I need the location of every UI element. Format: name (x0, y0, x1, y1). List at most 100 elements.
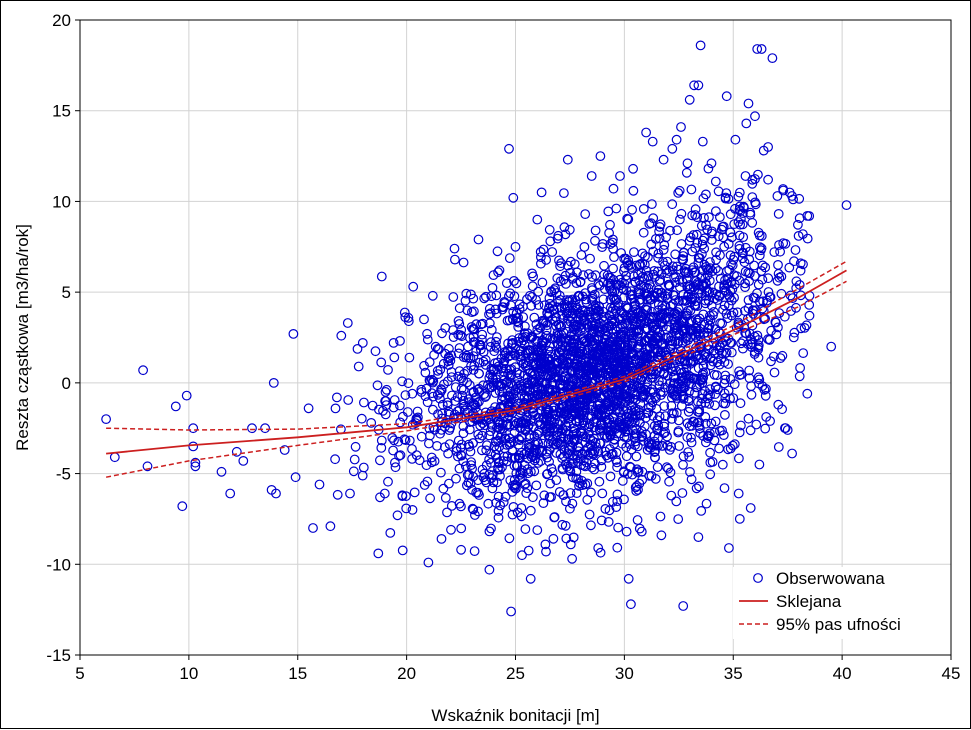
observation-point (188, 441, 199, 452)
observation-point (450, 254, 460, 265)
observation-point (529, 466, 540, 477)
observation-point (619, 494, 629, 505)
observation-point (446, 350, 457, 361)
observation-point (710, 176, 721, 187)
observation-point (460, 295, 471, 306)
observation-point (477, 329, 488, 340)
observation-point (595, 359, 605, 370)
observation-point (659, 401, 670, 412)
observation-point (519, 449, 530, 460)
observation-point (652, 338, 662, 349)
observation-point (395, 450, 406, 461)
observation-point (506, 606, 517, 617)
observation-point (407, 505, 418, 515)
observation-point (615, 280, 626, 291)
observation-point (621, 404, 632, 415)
observation-point (576, 250, 587, 260)
observation-point (753, 335, 764, 345)
observation-point (260, 423, 271, 434)
observation-point (479, 293, 490, 304)
observation-point (587, 291, 598, 302)
observation-point (598, 294, 609, 305)
observation-point (588, 416, 599, 427)
observation-point (703, 323, 714, 334)
observation-point (750, 174, 760, 184)
legend: Obserwowana Sklejana 95% pas ufności (733, 567, 938, 639)
observation-point (719, 300, 730, 311)
observation-point (601, 450, 612, 461)
observation-point (720, 275, 730, 286)
observation-point (659, 240, 670, 250)
observation-point (693, 532, 704, 542)
observation-point (517, 433, 527, 444)
observation-point (568, 305, 579, 316)
observation-point (682, 356, 693, 367)
observation-point (409, 487, 420, 498)
observation-point (712, 357, 723, 368)
observation-point (439, 442, 450, 453)
observation-point (568, 454, 578, 464)
observation-point (636, 350, 646, 361)
observation-point (770, 317, 781, 327)
observation-point (380, 387, 391, 397)
observation-point (478, 347, 489, 357)
observation-point (527, 281, 538, 292)
observation-point (677, 488, 688, 498)
observation-point (461, 288, 472, 299)
observation-point (661, 333, 672, 343)
observation-point (705, 447, 715, 458)
observation-point (446, 524, 456, 535)
observation-point (667, 414, 677, 424)
observation-point (442, 507, 452, 518)
observation-point (525, 333, 536, 344)
observation-point (584, 369, 595, 380)
observation-point (356, 413, 367, 424)
observation-point (514, 299, 525, 310)
observation-point (505, 386, 516, 397)
observation-point (543, 405, 554, 415)
observation-point (430, 341, 441, 352)
observation-point (395, 336, 405, 346)
observation-point (468, 471, 479, 482)
observation-point (495, 381, 506, 392)
observation-point (414, 455, 425, 466)
observation-point (718, 304, 728, 315)
observation-point (841, 200, 852, 211)
observation-point (605, 471, 616, 482)
observation-point (325, 521, 336, 532)
observation-point (609, 417, 619, 427)
observation-point (641, 324, 651, 335)
observation-point (453, 435, 464, 446)
observation-point (586, 171, 597, 181)
confidence-band-lower (105, 280, 847, 478)
observation-point (515, 352, 526, 362)
observation-point (439, 422, 450, 432)
observation-point (741, 118, 752, 129)
observation-point (387, 433, 398, 443)
observation-point (728, 307, 739, 318)
observation-point (798, 229, 808, 240)
observation-point (594, 280, 605, 291)
observation-point (238, 456, 249, 466)
observation-point (608, 355, 619, 366)
observation-point (559, 222, 570, 233)
observation-point (501, 278, 512, 289)
observation-point (585, 253, 595, 264)
observation-point (560, 419, 571, 430)
observation-point (481, 291, 491, 302)
observation-point (693, 258, 704, 268)
observation-point (271, 488, 281, 499)
observation-point (775, 353, 786, 364)
observation-point (654, 233, 665, 244)
observation-point (581, 369, 591, 380)
observation-point (456, 544, 467, 555)
observation-point (625, 290, 636, 301)
observation-point (499, 347, 510, 357)
observation-point (695, 428, 705, 438)
observation-point (404, 352, 415, 363)
observation-point (756, 231, 767, 241)
observation-point (607, 306, 617, 317)
observation-point (559, 371, 570, 382)
observation-point (596, 515, 607, 526)
observation-point (640, 304, 651, 315)
